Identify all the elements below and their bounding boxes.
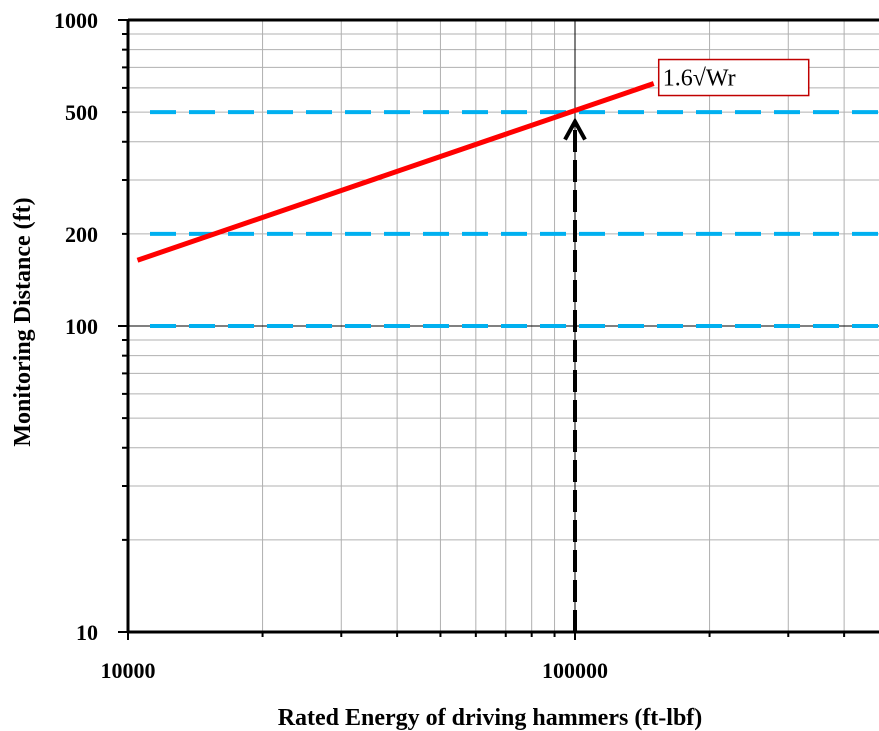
series-line-0: [136, 81, 655, 263]
y-axis-title: Monitoring Distance (ft): [10, 197, 36, 446]
axes: [118, 18, 879, 640]
y-tick-label: 100: [65, 314, 98, 339]
x-tick-label: 10000: [101, 658, 156, 683]
up-arrow-icon: [563, 117, 587, 141]
y-tick-label: 10: [76, 620, 98, 645]
x-axis-title: Rated Energy of driving hammers (ft-lbf): [278, 705, 703, 731]
annotation-text: 1.6√Wr: [663, 66, 736, 92]
series: [136, 81, 655, 263]
y-tick-label: 200: [65, 222, 98, 247]
tick-labels: 10 100 200 500 1000 10000 100000: [54, 8, 608, 683]
annotations: 1.6√Wr: [657, 58, 810, 97]
y-tick-label: 1000: [54, 8, 98, 33]
x-tick-label: 100000: [542, 658, 608, 683]
annotation-box: [657, 58, 810, 97]
y-tick-label: 500: [65, 100, 98, 125]
reference-lines: [128, 20, 879, 632]
